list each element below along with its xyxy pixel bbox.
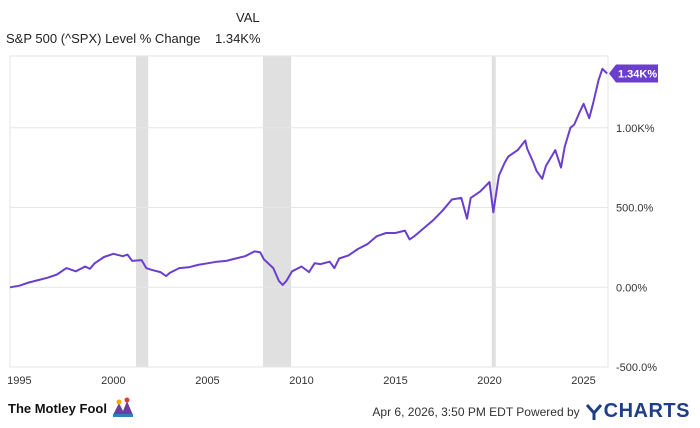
ycharts-logo: CHARTS [585, 400, 690, 423]
legend: VAL S&P 500 (^SPX) Level % Change 1.34K% [0, 0, 300, 50]
recession-band-0 [135, 56, 149, 367]
x-tick-label: 2025 [571, 375, 595, 387]
x-axis: 1995 2000 2005 2010 2015 2020 2025 [7, 375, 596, 387]
x-tick-label: 1995 [7, 375, 31, 387]
jester-hat-icon [112, 397, 133, 417]
plot-frame [9, 55, 609, 368]
x-tick-label: 2010 [289, 375, 313, 387]
legend-series-value: 1.34K% [215, 31, 261, 46]
x-tick-label: 2000 [101, 375, 125, 387]
legend-column-header: VAL [236, 10, 260, 25]
legend-series-name: S&P 500 (^SPX) Level % Change [6, 31, 201, 46]
footer-attribution: Apr 6, 2026, 3:50 PM EDT Powered by CHAR… [372, 400, 690, 423]
x-tick-label: 2015 [383, 375, 407, 387]
x-tick-label: 2005 [195, 375, 219, 387]
y-tick-label: 1.00K% [616, 123, 655, 135]
ycharts-y-icon [585, 403, 602, 420]
y-tick-label: 0.00% [616, 282, 647, 294]
recession-bands [135, 56, 496, 367]
end-value-badge: 1.34K% [609, 64, 658, 83]
series-line-sp500 [9, 67, 608, 289]
recession-band-1 [262, 56, 292, 367]
motley-fool-brand-text: The Motley Fool [8, 400, 107, 416]
end-badge-shape [609, 64, 658, 83]
y-axis: -500.0% 0.00% 500.0% 1.00K% [616, 123, 657, 374]
gridlines [10, 127, 608, 368]
motley-fool-logo: The Motley Fool [8, 396, 135, 420]
y-tick-label: -500.0% [616, 362, 657, 374]
footer-timestamp: Apr 6, 2026, 3:50 PM EDT Powered by [372, 404, 580, 419]
end-badge-label: 1.34K% [618, 69, 657, 81]
ycharts-wordmark: CHARTS [603, 400, 690, 422]
y-tick-label: 500.0% [616, 203, 654, 215]
x-tick-label: 2020 [477, 375, 501, 387]
